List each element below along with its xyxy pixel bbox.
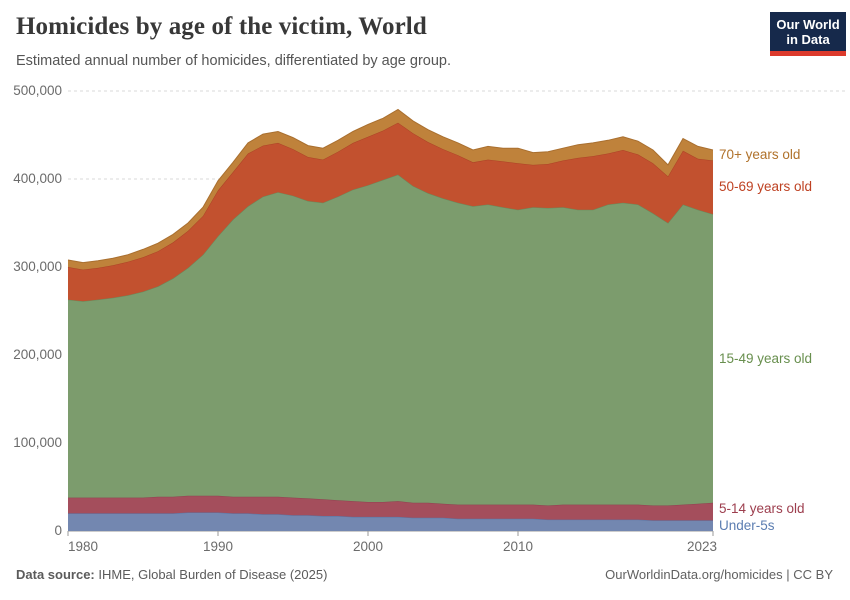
license-link[interactable]: OurWorldinData.org/homicides | CC BY (605, 567, 833, 582)
data-source-label: Data source: (16, 567, 95, 582)
series-label-50-69-years-old[interactable]: 50-69 years old (719, 179, 813, 195)
area-15-49-years-old[interactable] (68, 174, 713, 506)
series-label-under-5s[interactable]: Under-5s (719, 517, 775, 533)
data-source-note: Data source: IHME, Global Burden of Dise… (16, 567, 327, 582)
series-label-15-49-years-old[interactable]: 15-49 years old (719, 350, 813, 366)
owid-logo-line2: in Data (786, 32, 830, 47)
x-axis-label: 1980 (68, 539, 99, 554)
x-axis-label: 2010 (502, 539, 534, 554)
x-axis-label: 2000 (352, 539, 384, 554)
y-axis-label: 200,000 (13, 347, 62, 362)
x-axis-label: 1990 (202, 539, 234, 554)
series-label-5-14-years-old[interactable]: 5-14 years old (719, 500, 805, 516)
y-axis-label: 500,000 (13, 83, 62, 98)
x-axis-label: 2023 (686, 539, 717, 554)
y-axis-label: 400,000 (13, 171, 62, 186)
area-50-69-years-old[interactable] (68, 122, 713, 302)
area-top-edge-70-years-old (67, 108, 714, 264)
data-source-text: IHME, Global Burden of Disease (2025) (94, 567, 328, 582)
y-axis-label: 300,000 (13, 259, 62, 274)
y-axis-label: 0 (54, 523, 62, 538)
area-under-5s[interactable] (68, 512, 713, 532)
y-axis-label: 100,000 (13, 435, 62, 450)
series-label-70-years-old[interactable]: 70+ years old (719, 147, 801, 163)
area-5-14-years-old[interactable] (68, 495, 713, 521)
page-title: Homicides by age of the victim, World (16, 13, 427, 40)
chart-footer: Data source: IHME, Global Burden of Dise… (16, 567, 833, 582)
chart-subtitle: Estimated annual number of homicides, di… (16, 53, 451, 69)
owid-logo[interactable]: Our World in Data (770, 12, 846, 56)
owid-logo-line1: Our World (776, 17, 840, 32)
